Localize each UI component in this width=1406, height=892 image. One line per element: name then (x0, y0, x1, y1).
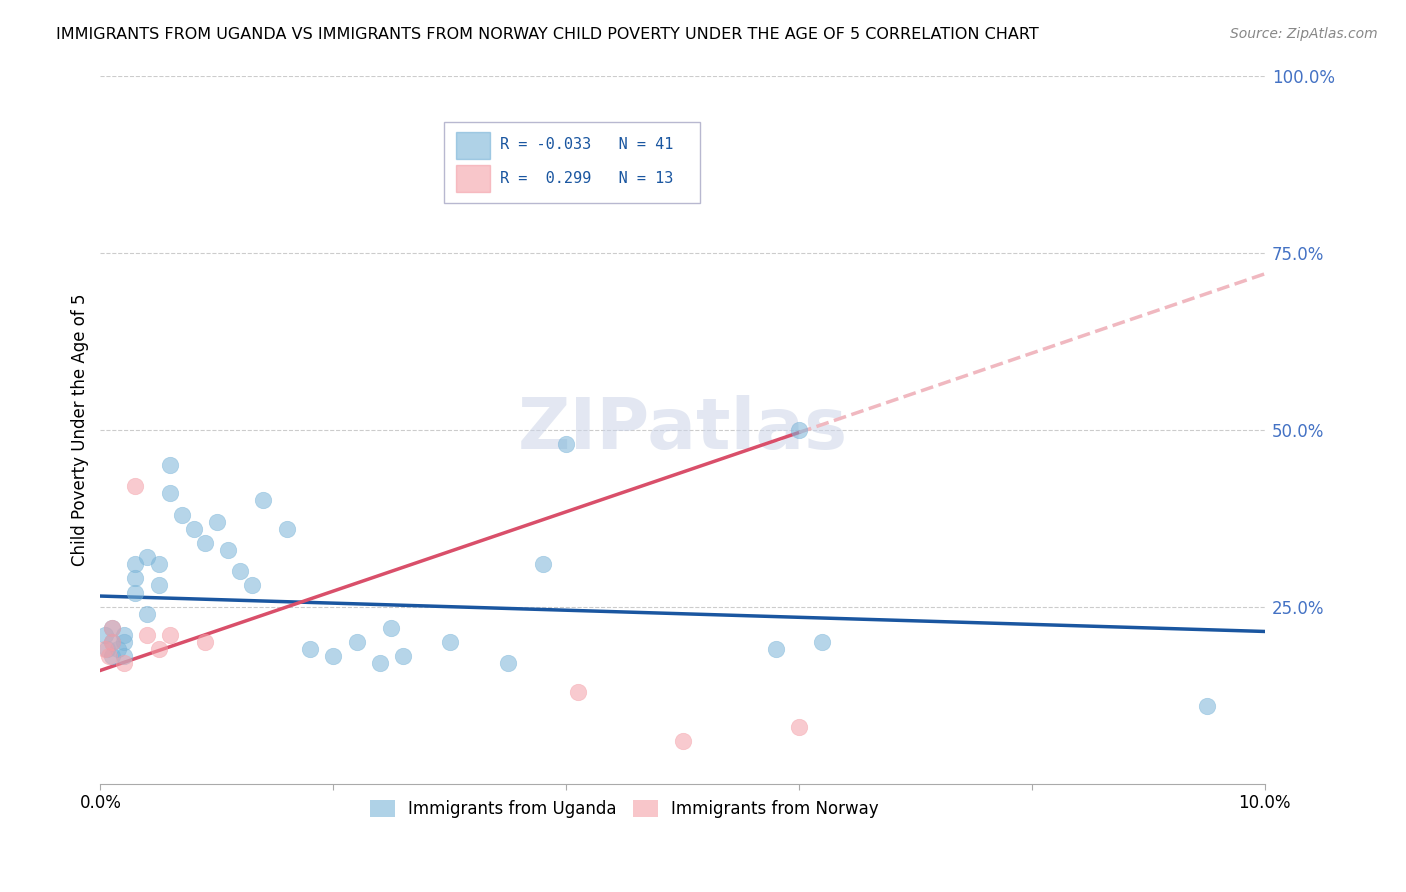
Point (101, 621, 124, 635)
Point (496, 657, 519, 671)
Point (124, 571, 146, 585)
Point (567, 684, 589, 698)
Point (322, 649, 344, 664)
Point (1195, 698, 1218, 713)
Point (112, 628, 135, 642)
Point (346, 635, 368, 649)
Point (298, 642, 321, 657)
Text: R =  0.299   N = 13: R = 0.299 N = 13 (499, 170, 673, 186)
Point (101, 621, 124, 635)
Point (136, 628, 159, 642)
Point (252, 493, 274, 508)
Point (148, 578, 170, 592)
Point (136, 550, 159, 565)
Point (159, 628, 181, 642)
Point (148, 642, 170, 657)
Text: Source: ZipAtlas.com: Source: ZipAtlas.com (1230, 27, 1378, 41)
Point (136, 607, 159, 621)
Point (392, 649, 415, 664)
Point (205, 515, 228, 529)
Text: ZIPatlas: ZIPatlas (517, 395, 848, 464)
Point (97, 649, 120, 664)
Point (217, 543, 239, 558)
Point (124, 557, 146, 571)
Point (194, 536, 217, 550)
Point (183, 522, 205, 536)
Point (439, 635, 461, 649)
FancyBboxPatch shape (456, 132, 491, 159)
Y-axis label: Child Poverty Under the Age of 5: Child Poverty Under the Age of 5 (72, 293, 89, 566)
Point (94, 628, 117, 642)
FancyBboxPatch shape (456, 165, 491, 193)
Text: IMMIGRANTS FROM UGANDA VS IMMIGRANTS FROM NORWAY CHILD POVERTY UNDER THE AGE OF : IMMIGRANTS FROM UGANDA VS IMMIGRANTS FRO… (56, 27, 1039, 42)
Point (240, 578, 263, 592)
Point (148, 557, 170, 571)
Point (159, 486, 181, 500)
Point (368, 657, 391, 671)
Point (765, 642, 787, 657)
Point (787, 720, 810, 734)
Point (276, 522, 298, 536)
Point (811, 635, 834, 649)
Point (194, 635, 217, 649)
Point (96, 642, 118, 657)
Point (555, 437, 578, 451)
Point (94, 642, 117, 657)
Point (531, 557, 554, 571)
Point (101, 649, 124, 664)
Point (107, 642, 129, 657)
Point (671, 734, 693, 748)
Point (170, 508, 193, 522)
Point (124, 479, 146, 493)
Legend: Immigrants from Uganda, Immigrants from Norway: Immigrants from Uganda, Immigrants from … (363, 794, 886, 825)
Point (159, 458, 181, 472)
Point (380, 621, 402, 635)
FancyBboxPatch shape (444, 121, 700, 203)
Point (124, 585, 146, 599)
Point (112, 657, 135, 671)
Point (112, 649, 135, 664)
Point (787, 423, 810, 437)
Text: R = -0.033   N = 41: R = -0.033 N = 41 (499, 137, 673, 153)
Point (101, 635, 124, 649)
Point (101, 635, 124, 649)
Point (229, 564, 252, 578)
Point (112, 635, 135, 649)
